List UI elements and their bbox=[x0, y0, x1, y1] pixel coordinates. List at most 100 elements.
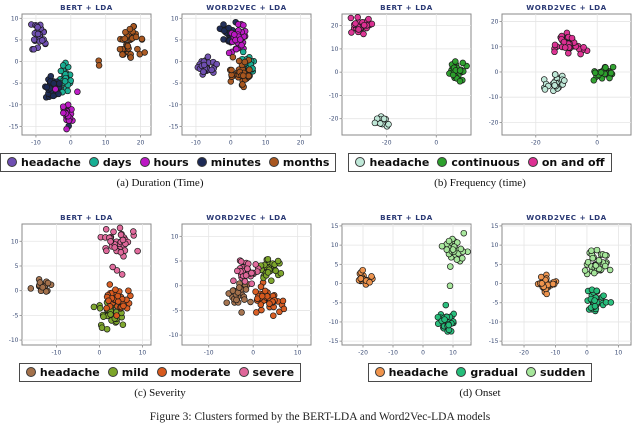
legend-marker-icon bbox=[456, 367, 467, 377]
scatter-point-headache bbox=[34, 30, 42, 38]
scatter-point-moderate bbox=[120, 302, 127, 310]
scatter-point-headache bbox=[380, 115, 388, 123]
scatter-point-on-and-off bbox=[365, 15, 372, 23]
scatter-point-headache bbox=[357, 275, 365, 282]
y-tick-label: -10 bbox=[329, 319, 339, 326]
legend-marker-icon bbox=[526, 367, 537, 377]
y-tick-label: -10 bbox=[169, 102, 179, 109]
y-tick-label: -15 bbox=[489, 338, 499, 345]
scatter-point-on-and-off bbox=[348, 29, 355, 36]
scatter-point-headache bbox=[541, 86, 549, 93]
scatter-point-headache bbox=[385, 121, 392, 128]
scatter-point-continuous bbox=[607, 69, 615, 77]
x-tick-label: 10 bbox=[449, 350, 457, 357]
y-tick-label: 10 bbox=[491, 242, 499, 249]
scatter-point-hours bbox=[74, 88, 81, 96]
y-tick-label: -15 bbox=[169, 123, 179, 130]
scatter-point-headache bbox=[235, 284, 243, 291]
x-tick-label: 0 bbox=[69, 140, 73, 147]
scatter-point-sudden bbox=[445, 237, 453, 245]
legend-item-months: months bbox=[268, 156, 329, 169]
scatter-point-severe bbox=[248, 269, 255, 277]
scatter-point-headache bbox=[34, 24, 41, 31]
scatter-point-sudden bbox=[446, 282, 454, 290]
scatter-plot-b-word2vec: -20 0 20 10 0 -10 -20 WORD2VEC + LDA bbox=[489, 3, 632, 147]
scatter-point-sudden bbox=[601, 251, 609, 259]
legend-marker-icon bbox=[196, 157, 207, 167]
plot-title: WORD2VEC + LDA bbox=[526, 213, 606, 222]
scatter-point-hours bbox=[225, 49, 233, 57]
scatter-point-months bbox=[235, 57, 243, 65]
scatter-plot-a-word2vec: -10 0 10 20 10 5 0 -5 -10 -15 WORD2VEC + LDA bbox=[169, 3, 312, 147]
scatter-point-on-and-off bbox=[347, 14, 355, 22]
legend-item-gradual: gradual bbox=[456, 366, 518, 379]
scatter-point-headache bbox=[561, 77, 568, 84]
scatter-point-continuous bbox=[459, 59, 467, 67]
panel-caption-duration: (a) Duration (Time) bbox=[116, 176, 204, 189]
legend-label: sudden bbox=[540, 365, 586, 379]
y-tick-label: -10 bbox=[329, 92, 339, 99]
x-tick-label: 10 bbox=[139, 350, 147, 357]
scatter-point-on-and-off bbox=[352, 20, 359, 27]
scatter-point-months bbox=[124, 42, 132, 50]
legend-marker-icon bbox=[88, 157, 99, 167]
legend-item-severe: severe bbox=[238, 366, 294, 379]
scatter-point-severe bbox=[252, 261, 259, 268]
scatter-point-severe bbox=[107, 238, 114, 245]
legend-wrap: headache days hours minutes months bbox=[0, 152, 337, 172]
scatter-point-severe bbox=[241, 278, 249, 285]
y-tick-label: 0 bbox=[495, 69, 499, 76]
scatter-point-on-and-off bbox=[568, 34, 576, 42]
scatter-point-minutes bbox=[220, 21, 227, 28]
scatter-point-sudden bbox=[459, 255, 466, 262]
scatter-point-headache bbox=[366, 279, 373, 286]
scatter-point-continuous bbox=[609, 63, 617, 71]
scatter-point-mild bbox=[264, 269, 272, 276]
legend-label: minutes bbox=[210, 155, 261, 169]
scatter-point-severe bbox=[109, 263, 116, 271]
legend-label: mild bbox=[121, 365, 149, 379]
scatter-point-sudden bbox=[438, 242, 446, 250]
scatter-plot-c-word2vec: -10 0 10 10 5 0 -5 -10 WORD2VEC + LDA bbox=[169, 213, 312, 357]
scatter-point-headache bbox=[538, 280, 546, 287]
y-tick-label: 5 bbox=[175, 37, 179, 44]
y-tick-label: -10 bbox=[169, 332, 179, 339]
y-tick-label: 0 bbox=[335, 281, 339, 288]
scatter-point-headache bbox=[30, 46, 38, 53]
figure-caption: Figure 3: Clusters formed by the BERT-LD… bbox=[149, 411, 491, 423]
scatter-point-moderate bbox=[113, 312, 120, 319]
scatter-point-sudden bbox=[449, 246, 457, 253]
y-tick-label: -20 bbox=[489, 119, 499, 126]
scatter-point-on-and-off bbox=[355, 26, 362, 33]
legend-item-sudden: sudden bbox=[526, 366, 585, 379]
scatter-point-continuous bbox=[591, 69, 599, 77]
legend-label: headache bbox=[39, 365, 100, 379]
scatter-point-on-and-off bbox=[354, 14, 361, 21]
scatter-point-months bbox=[229, 53, 237, 61]
scatter-point-sudden bbox=[460, 229, 468, 237]
y-tick-label: 10 bbox=[11, 15, 19, 22]
legend-item-headache: headache bbox=[355, 156, 429, 169]
x-tick-label: 20 bbox=[137, 140, 145, 147]
scatter-point-sudden bbox=[581, 267, 589, 274]
panel-caption-severity: (c) Severity bbox=[134, 386, 186, 399]
scatter-point-on-and-off bbox=[561, 44, 569, 51]
legend-wrap: headache gradual sudden bbox=[320, 362, 640, 382]
scatter-point-moderate bbox=[279, 297, 287, 305]
y-tick-label: 10 bbox=[491, 44, 499, 51]
x-tick-label: -20 bbox=[358, 350, 368, 357]
y-tick-label: 15 bbox=[491, 223, 499, 230]
legend-marker-icon bbox=[139, 157, 150, 167]
scatter-point-months bbox=[121, 35, 128, 42]
y-tick-label: 0 bbox=[15, 288, 19, 295]
x-tick-label: -10 bbox=[191, 140, 201, 147]
scatter-point-months bbox=[134, 45, 141, 53]
scatter-point-headache bbox=[238, 309, 245, 316]
scatter-point-continuous bbox=[602, 64, 609, 71]
scatter-point-moderate bbox=[106, 281, 114, 288]
x-tick-label: 10 bbox=[294, 350, 302, 357]
plots-row-frequency: -20 0 20 10 0 -10 -20 BERT + LDA -20 0 20 10 0 -10 -20… bbox=[320, 2, 640, 149]
legend-label: headache bbox=[388, 365, 449, 379]
x-tick-label: -10 bbox=[551, 350, 561, 357]
